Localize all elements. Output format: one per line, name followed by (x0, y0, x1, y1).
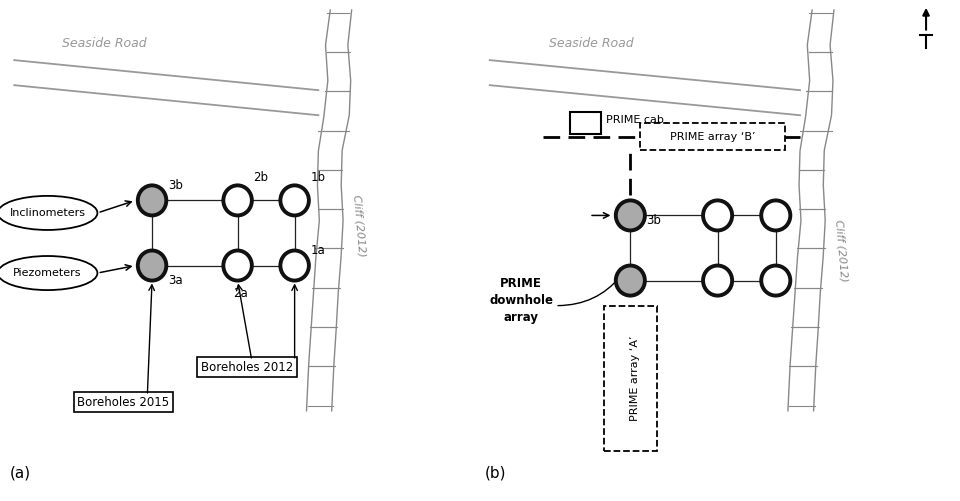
Circle shape (615, 200, 645, 230)
Circle shape (703, 266, 732, 296)
Circle shape (280, 250, 309, 281)
Circle shape (761, 200, 790, 230)
Text: PRIME array ‘B’: PRIME array ‘B’ (670, 132, 756, 141)
Text: (b): (b) (485, 466, 506, 481)
Text: 3a: 3a (168, 274, 182, 287)
Text: Cliff (2012): Cliff (2012) (833, 219, 849, 282)
Circle shape (224, 185, 252, 215)
Text: 3b: 3b (168, 179, 182, 192)
Circle shape (703, 200, 732, 230)
Circle shape (138, 250, 166, 281)
Text: Inclinometers: Inclinometers (10, 208, 85, 218)
Text: 2b: 2b (253, 171, 268, 184)
Text: 1a: 1a (310, 244, 325, 258)
Bar (569, 112, 601, 134)
Ellipse shape (0, 256, 97, 290)
Circle shape (138, 185, 166, 215)
Circle shape (224, 250, 252, 281)
Circle shape (280, 185, 309, 215)
Text: PRIME cab.: PRIME cab. (606, 115, 667, 125)
Text: Seaside Road: Seaside Road (62, 37, 147, 50)
Ellipse shape (0, 196, 97, 230)
Circle shape (761, 266, 790, 296)
Text: 1b: 1b (310, 171, 325, 184)
Text: Boreholes 2015: Boreholes 2015 (78, 396, 170, 409)
Text: (a): (a) (10, 466, 31, 481)
Text: 2a: 2a (233, 287, 248, 300)
Text: Boreholes 2012: Boreholes 2012 (201, 361, 293, 374)
Circle shape (615, 266, 645, 296)
Text: 3b: 3b (646, 214, 661, 227)
Text: PRIME array ‘A’: PRIME array ‘A’ (630, 336, 640, 421)
Text: Piezometers: Piezometers (13, 268, 82, 278)
Text: PRIME
downhole
array: PRIME downhole array (490, 277, 553, 324)
Text: Cliff (2012): Cliff (2012) (351, 194, 367, 257)
Text: Seaside Road: Seaside Road (549, 37, 634, 50)
